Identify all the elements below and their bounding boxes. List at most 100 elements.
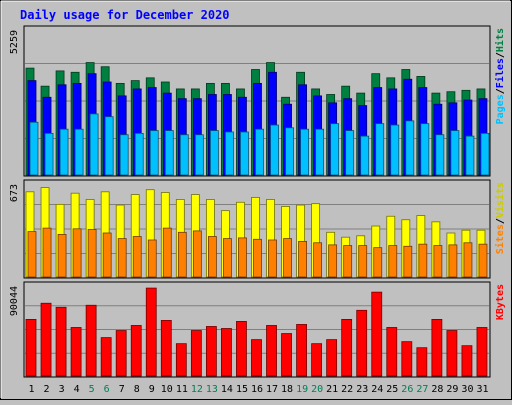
- bar-sites-day-28: [433, 245, 443, 278]
- legend-item: /: [495, 88, 506, 94]
- legend-kbytes: KBytes: [495, 284, 506, 320]
- bar-sites-day-1: [27, 231, 37, 278]
- bar-pages-day-3: [59, 128, 69, 176]
- bar-pages-day-4: [74, 128, 84, 176]
- bar-sites-day-17: [268, 239, 277, 278]
- x-tick-label-day-5: 5: [89, 384, 95, 395]
- legend-item: Pages: [495, 94, 506, 124]
- x-tick-label-day-16: 16: [251, 384, 263, 395]
- bar-kbytes-day-20: [311, 343, 323, 377]
- x-tick-label-day-11: 11: [176, 384, 188, 395]
- legend-item: Visits: [494, 182, 506, 218]
- bar-sites-day-7: [117, 238, 127, 278]
- x-tick-label-day-4: 4: [74, 384, 80, 395]
- x-tick-label-day-1: 1: [29, 384, 35, 395]
- bar-pages-day-22: [345, 130, 355, 176]
- bar-kbytes-day-2: [40, 302, 52, 377]
- bar-pages-day-23: [360, 135, 370, 176]
- legend-item: /: [495, 52, 506, 58]
- bar-sites-day-25: [388, 245, 398, 278]
- legend-item: Sites: [494, 224, 506, 254]
- bar-kbytes-day-4: [70, 327, 82, 377]
- bar-kbytes-day-5: [85, 304, 97, 377]
- legend-visits-sites: Sites/Visits: [494, 182, 506, 254]
- x-tick-label-day-3: 3: [59, 384, 65, 395]
- legend-item: Files: [494, 58, 506, 88]
- bar-sites-day-23: [358, 245, 368, 278]
- x-tick-label-day-17: 17: [266, 384, 278, 395]
- bar-sites-day-30: [463, 242, 473, 278]
- x-tick-label-day-20: 20: [311, 384, 323, 395]
- bar-pages-day-10: [164, 130, 174, 176]
- bar-pages-day-28: [435, 134, 445, 176]
- bar-pages-day-25: [390, 124, 400, 176]
- bar-kbytes-day-15: [236, 321, 247, 377]
- bar-pages-day-11: [179, 134, 189, 176]
- bar-pages-day-15: [240, 131, 249, 176]
- bar-kbytes-day-23: [356, 309, 368, 377]
- chart-panels: 5259Pages/Files/Hits673Sites/Visits90044…: [9, 25, 506, 395]
- bar-sites-day-8: [132, 236, 142, 278]
- x-tick-label-day-26: 26: [401, 384, 413, 395]
- x-tick-label-day-30: 30: [461, 384, 473, 395]
- bar-sites-day-24: [373, 247, 383, 278]
- bar-sites-day-31: [478, 243, 488, 278]
- chart-title: Daily usage for December 2020: [20, 8, 230, 22]
- bar-kbytes-day-10: [160, 320, 172, 377]
- bar-pages-day-7: [119, 134, 129, 176]
- bar-sites-day-9: [147, 239, 157, 278]
- x-tick-label-day-21: 21: [326, 384, 338, 395]
- bar-sites-day-27: [418, 243, 428, 278]
- bar-pages-day-19: [300, 128, 309, 176]
- x-tick-label-day-28: 28: [431, 384, 443, 395]
- bar-pages-day-29: [450, 130, 460, 176]
- bar-pages-day-20: [315, 128, 325, 176]
- bar-kbytes-day-14: [221, 328, 232, 377]
- bar-kbytes-day-21: [326, 339, 338, 377]
- bar-sites-day-11: [177, 231, 187, 278]
- bar-pages-day-14: [225, 131, 234, 176]
- bar-sites-day-12: [192, 230, 202, 278]
- bar-sites-day-22: [343, 245, 353, 278]
- bar-pages-day-27: [420, 123, 430, 176]
- bar-pages-day-6: [104, 116, 114, 176]
- bar-kbytes-day-6: [100, 337, 112, 377]
- bar-kbytes-day-3: [55, 306, 67, 377]
- x-tick-label-day-9: 9: [149, 384, 155, 395]
- bar-kbytes-day-29: [446, 330, 458, 377]
- x-tick-label-day-8: 8: [134, 384, 140, 395]
- bar-kbytes-day-17: [266, 325, 277, 377]
- x-tick-label-day-31: 31: [476, 384, 488, 395]
- bar-sites-day-15: [238, 237, 247, 278]
- bar-sites-day-10: [162, 227, 172, 278]
- bar-pages-day-1: [29, 121, 39, 176]
- x-tick-label-day-29: 29: [446, 384, 458, 395]
- bar-kbytes-day-27: [416, 347, 428, 377]
- x-tick-label-day-27: 27: [416, 384, 428, 395]
- bar-pages-day-13: [209, 130, 219, 176]
- bar-kbytes-day-18: [281, 333, 292, 377]
- bar-kbytes-day-7: [115, 330, 127, 377]
- bar-kbytes-day-9: [145, 287, 157, 377]
- bar-sites-day-14: [223, 238, 232, 278]
- legend-item: /: [495, 218, 506, 224]
- legend-item: Hits: [494, 28, 506, 52]
- bar-sites-day-16: [253, 238, 262, 278]
- bar-pages-day-24: [375, 123, 385, 176]
- bar-sites-day-4: [72, 228, 82, 278]
- x-tick-label-day-18: 18: [281, 384, 293, 395]
- bar-sites-day-21: [328, 244, 338, 278]
- x-tick-label-day-2: 2: [44, 384, 50, 395]
- y-max-label: 90044: [9, 286, 20, 316]
- bar-pages-day-31: [480, 132, 490, 176]
- x-tick-label-day-10: 10: [161, 384, 173, 395]
- x-tick-label-day-7: 7: [119, 384, 125, 395]
- bar-pages-day-5: [89, 113, 99, 176]
- legend-item: KBytes: [495, 284, 506, 320]
- bar-pages-day-26: [405, 120, 415, 176]
- x-tick-label-day-12: 12: [191, 384, 203, 395]
- x-tick-label-day-22: 22: [341, 384, 353, 395]
- bar-kbytes-day-31: [476, 327, 488, 377]
